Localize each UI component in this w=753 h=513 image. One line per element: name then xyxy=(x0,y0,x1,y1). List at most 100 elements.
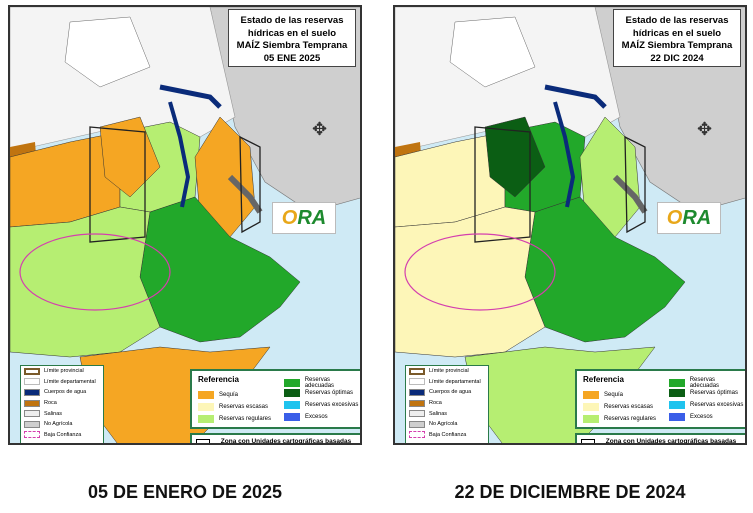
ora-logo: ORA xyxy=(657,202,721,234)
reference-item: Excesos xyxy=(284,413,328,421)
reference-label: Reservas óptimas xyxy=(305,390,354,396)
legend-label: Cuerpos de agua xyxy=(429,389,472,396)
legend-item: Límite provincial xyxy=(21,366,103,377)
legend-item: Roca xyxy=(406,398,488,409)
legend-label: Salinas xyxy=(429,410,448,417)
legend-item: Roca xyxy=(21,398,103,409)
legend-swatch xyxy=(409,378,425,386)
legend-swatch xyxy=(409,388,425,396)
legend-swatch xyxy=(409,367,425,375)
legend-item: Salinas xyxy=(406,408,488,419)
reference-label: Reservas regulares xyxy=(604,416,657,422)
reference-item: Reservas óptimas xyxy=(284,389,353,397)
legend-swatch xyxy=(24,420,40,428)
legend-item: Cuerpos de agua xyxy=(406,387,488,398)
map-title-line: hídricas en el suelo xyxy=(247,27,337,39)
reference-legend: Referencia Sequía Reservas escasas Reserva… xyxy=(575,369,745,429)
reference-label: Reservas excesivas xyxy=(305,402,359,408)
water-body xyxy=(544,84,607,109)
reference-swatch xyxy=(284,389,300,397)
map-legend: Límite provincial Límite departamental Cue… xyxy=(20,365,104,443)
baja-confianza-ellipse xyxy=(19,233,171,311)
baja-confianza-ellipse xyxy=(404,233,556,311)
reference-item: Excesos xyxy=(669,413,713,421)
rio-de-la-plata xyxy=(612,174,648,214)
ora-logo: ORA xyxy=(272,202,336,234)
legend-swatch xyxy=(24,378,40,386)
legend-swatch xyxy=(24,399,40,407)
legend-swatch xyxy=(409,431,425,439)
zone-note: Zona con Unidades cartográficas basadase… xyxy=(190,433,360,445)
zone-line: Zona con Unidades cartográficas basadas xyxy=(220,438,352,445)
reference-item: Reservas escasas xyxy=(583,403,653,411)
reference-swatch xyxy=(284,401,300,409)
reference-item: Sequía xyxy=(583,391,623,399)
legend-item: Salinas xyxy=(21,408,103,419)
legend-swatch xyxy=(24,367,40,375)
legend-swatch xyxy=(24,431,40,439)
legend-item: Límite departamental xyxy=(406,377,488,388)
zone-swatch xyxy=(581,439,595,443)
legend-item: Límite provincial xyxy=(406,366,488,377)
reference-label: Excesos xyxy=(690,414,713,420)
reference-item: Reservas regulares xyxy=(198,415,271,423)
legend-label: Baja Confianza xyxy=(429,431,467,438)
zona-inta-outline xyxy=(89,126,261,243)
region-reservas-escasas xyxy=(395,206,546,358)
reference-label: Reservas óptimas xyxy=(690,390,739,396)
reference-swatch xyxy=(198,415,214,423)
reference-label: Reservas regulares xyxy=(219,416,272,422)
reference-swatch xyxy=(198,403,214,411)
reference-item: Reservas excesivas xyxy=(284,401,358,409)
legend-label: Cuerpos de agua xyxy=(44,389,87,396)
zone-swatch xyxy=(196,439,210,443)
legend-swatch xyxy=(24,388,40,396)
legend-swatch xyxy=(409,420,425,428)
reference-label: Reservas adecuadas xyxy=(304,377,335,389)
map-title-line: Estado de las reservas xyxy=(625,15,729,26)
reference-title: Referencia xyxy=(198,375,239,384)
map-title-line: hídricas en el suelo xyxy=(632,27,722,39)
legend-item: Baja Confianza xyxy=(21,430,103,441)
reference-item: Reservas óptimas xyxy=(669,389,738,397)
reference-label: Sequía xyxy=(604,392,624,398)
legend-item: No Agrícola xyxy=(21,419,103,430)
zone-note: Zona con Unidades cartográficas basadase… xyxy=(575,433,745,445)
water-body xyxy=(159,84,222,109)
legend-label: Límite departamental xyxy=(429,378,481,385)
reference-label: Excesos xyxy=(305,414,328,420)
reference-label: Reservas escasas xyxy=(219,404,269,410)
legend-label: Límite provincial xyxy=(429,368,469,375)
map-title-line: Estado de las reservas xyxy=(240,15,344,26)
legend-label: No Agrícola xyxy=(44,421,73,428)
legend-label: Roca xyxy=(429,400,442,407)
salinas-area xyxy=(449,16,536,88)
legend-label: No Agrícola xyxy=(429,421,458,428)
map-title-line: MAÍZ Siembra Temprana xyxy=(621,40,733,51)
salinas-area xyxy=(64,16,151,88)
parana-river xyxy=(168,101,191,208)
reference-item: Reservas adecuadas xyxy=(284,377,360,389)
legend-item: Baja Confianza xyxy=(406,430,488,441)
zone-line: Zona con Unidades cartográficas basadas xyxy=(605,438,737,445)
reference-legend: Referencia Sequía Reservas escasas Reserva… xyxy=(190,369,360,429)
soil-water-map-1: Estado de las reservas hídricas en el sue… xyxy=(8,5,362,445)
reference-item: Reservas escasas xyxy=(198,403,268,411)
reference-swatch xyxy=(669,401,685,409)
reference-swatch xyxy=(583,391,599,399)
reference-label: Sequía xyxy=(219,392,239,398)
legend-label: Roca xyxy=(44,400,57,407)
reference-label: Reservas escasas xyxy=(604,404,654,410)
reference-swatch xyxy=(284,379,300,387)
legend-swatch xyxy=(409,410,425,418)
legend-label: Baja Confianza xyxy=(44,431,82,438)
north-arrow-icon: ✥ xyxy=(312,119,328,139)
reference-item: Reservas adecuadas xyxy=(669,377,745,389)
map-title-line: 05 ENE 2025 xyxy=(263,52,321,64)
map-title-line: 22 DIC 2024 xyxy=(650,52,704,64)
region-reservas-regulares xyxy=(10,206,161,358)
legend-label: Límite provincial xyxy=(44,368,84,375)
legend-swatch xyxy=(409,399,425,407)
reference-swatch xyxy=(198,391,214,399)
reference-item: Reservas regulares xyxy=(583,415,656,423)
